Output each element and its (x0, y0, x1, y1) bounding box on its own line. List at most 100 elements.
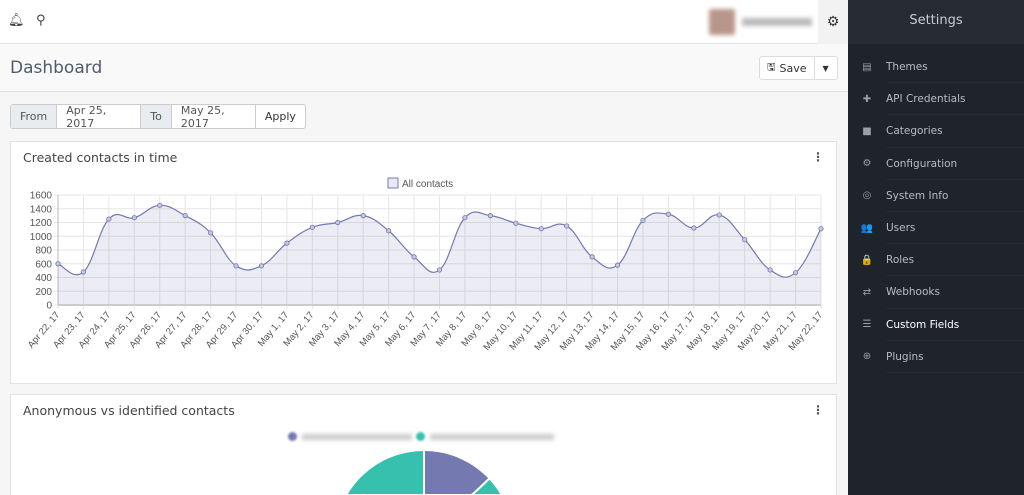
data-point (818, 226, 824, 232)
y-tick-label: 1000 (30, 232, 53, 243)
y-tick-label: 800 (35, 246, 52, 257)
data-point (360, 213, 366, 219)
data-point (436, 267, 443, 273)
sidebar-item-label: Custom Fields (886, 318, 960, 331)
legend-swatch-identified (288, 432, 297, 441)
data-point (208, 230, 214, 236)
data-point (691, 225, 697, 231)
data-point (614, 262, 621, 268)
plugins-icon: ⊕ (862, 351, 872, 363)
data-point (233, 263, 239, 269)
to-label: To (141, 105, 172, 128)
y-tick-label: 1400 (30, 204, 53, 215)
bell-icon[interactable]: 🔔︎ (8, 13, 25, 28)
y-tick-label: 1200 (30, 218, 53, 229)
data-point (411, 254, 417, 260)
from-date-input[interactable]: Apr 25, 2017 (57, 104, 142, 130)
contacts-chart-card: Created contacts in time ⋮ (10, 141, 837, 384)
y-tick-label: 0 (46, 301, 52, 312)
save-button-group: 🖫 Save ▼ (759, 56, 838, 80)
kebab-menu-icon[interactable]: ⋮ (812, 403, 824, 417)
data-point (258, 263, 265, 269)
date-filter: From Apr 25, 2017 To May 25, 2017 Apply (10, 104, 306, 130)
to-date-input[interactable]: May 25, 2017 (172, 104, 256, 130)
data-point (80, 269, 87, 275)
sidebar-item-users[interactable]: 👥 Users (848, 212, 1024, 245)
data-point (487, 213, 493, 219)
series-area-all-contacts (58, 205, 821, 305)
sidebar-item-label: Plugins (886, 350, 924, 363)
sidebar-item-categories[interactable]: ■ Categories (848, 115, 1024, 148)
sidebar-item-system-info[interactable]: ◎ System Info (848, 180, 1024, 213)
save-label: Save (779, 61, 807, 75)
from-label: From (11, 105, 58, 128)
user-name[interactable] (742, 18, 812, 26)
settings-sidebar: Settings ▤ Themes ✚ API Credentials ■ Categor… (848, 0, 1024, 495)
sidebar-item-api-credentials[interactable]: ✚ API Credentials (848, 83, 1024, 116)
categories-icon: ■ (862, 125, 872, 137)
data-point (564, 223, 570, 229)
configuration-icon: ⚙ (862, 158, 872, 170)
data-point (665, 211, 672, 217)
legend-swatch-anonymous (416, 432, 425, 441)
kebab-menu-icon[interactable]: ⋮ (812, 150, 824, 164)
data-point (640, 217, 646, 224)
sidebar-item-label: Roles (886, 254, 915, 267)
sidebar-item-custom-fields[interactable]: ☰ Custom Fields (848, 309, 1024, 341)
data-point (792, 270, 799, 276)
sidebar-item-plugins[interactable]: ⊕ Plugins (848, 341, 1024, 374)
legend-label-anonymous (430, 434, 554, 440)
page-header: Dashboard (0, 44, 848, 92)
sidebar-item-roles[interactable]: 🔒 Roles (848, 244, 1024, 277)
data-point (716, 212, 722, 218)
sidebar-item-label: Categories (886, 125, 943, 138)
sidebar-title: Settings (848, 0, 1024, 44)
data-point (106, 216, 112, 222)
sidebar-item-label: API Credentials (886, 93, 966, 106)
data-point (767, 267, 773, 273)
legend-swatch-all-contacts (387, 177, 399, 189)
floppy-icon: 🖫 (767, 61, 776, 73)
data-point (538, 226, 544, 232)
data-point (309, 224, 315, 230)
users-icon: 👥 (860, 222, 874, 234)
data-point (157, 202, 163, 208)
sidebar-item-label: System Info (886, 189, 949, 202)
themes-icon: ▤ (862, 61, 872, 73)
custom-fields-icon: ☰ (862, 319, 872, 331)
data-point (589, 254, 595, 260)
avatar[interactable] (709, 9, 735, 35)
legend-label-all-contacts: All contacts (402, 179, 453, 190)
gear-icon[interactable]: ⚙ (818, 0, 848, 44)
page-title: Dashboard (10, 58, 103, 78)
card-title: Anonymous vs identified contacts (23, 403, 235, 418)
apply-button[interactable]: Apply (264, 110, 296, 123)
data-point (182, 213, 188, 219)
sidebar-item-label: Webhooks (886, 286, 940, 299)
data-point (462, 215, 468, 221)
sidebar-item-label: Users (886, 222, 916, 235)
legend-label-identified (302, 434, 412, 440)
pie-slice-anonymous (333, 449, 515, 495)
search-icon[interactable]: ⚲ (36, 13, 46, 28)
sidebar-item-webhooks[interactable]: ⇄ Webhooks (848, 276, 1024, 309)
y-tick-label: 400 (35, 273, 52, 284)
save-button[interactable]: 🖫 Save (760, 57, 814, 79)
webhooks-icon: ⇄ (862, 286, 872, 298)
sidebar-item-themes[interactable]: ▤ Themes (848, 51, 1024, 84)
data-point (513, 220, 519, 226)
card-title: Created contacts in time (23, 150, 178, 165)
sidebar-item-configuration[interactable]: ⚙ Configuration (848, 148, 1024, 180)
sidebar-item-label: Configuration (886, 157, 958, 170)
save-dropdown-toggle[interactable]: ▼ (813, 57, 837, 79)
top-bar: 🔔︎ ⚲ ⚙ (0, 0, 848, 44)
data-point (335, 219, 341, 226)
data-point (386, 228, 392, 234)
sidebar-item-label: Themes (886, 61, 928, 74)
y-tick-label: 200 (35, 287, 52, 298)
system-info-icon: ◎ (862, 190, 872, 202)
data-point (742, 237, 748, 243)
api-credentials-icon: ✚ (862, 93, 872, 105)
roles-icon: 🔒 (860, 254, 874, 266)
